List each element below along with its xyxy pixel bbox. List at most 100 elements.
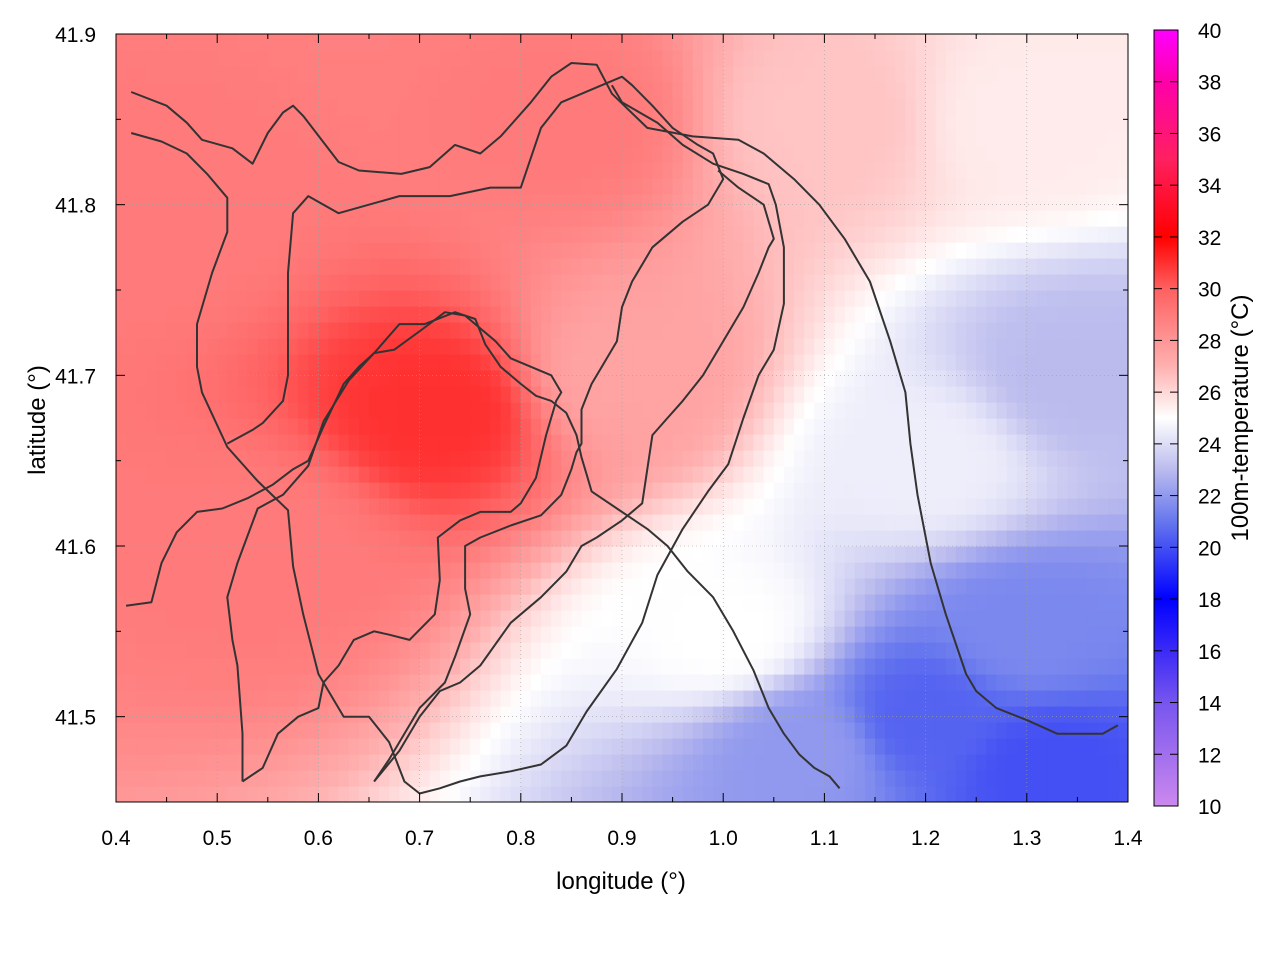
heatmap-cell [1016,626,1028,643]
heatmap-cell [500,306,512,323]
heatmap-cell [389,370,400,387]
heatmap-cell [156,690,168,707]
heatmap-cell [156,66,168,83]
heatmap-cell [288,82,299,99]
heatmap-cell [348,34,360,51]
heatmap-cell [1117,162,1128,179]
heatmap-cell [207,178,218,195]
heatmap-cell [864,82,876,99]
heatmap-cell [986,226,998,243]
heatmap-cell [348,242,360,259]
heatmap-cell [996,450,1008,467]
x-tick-label: 1.4 [1113,827,1143,850]
heatmap-cell [692,546,704,563]
heatmap-cell [854,242,866,259]
heatmap-cell [996,722,1008,739]
heatmap-cell [854,546,866,563]
heatmap-cell [1047,402,1058,419]
heatmap-cell [1047,114,1058,131]
heatmap-cell [277,34,289,51]
heatmap-cell [348,306,360,323]
heatmap-cell [530,178,542,195]
heatmap-cell [460,98,471,115]
heatmap-cell [399,386,411,403]
heatmap-cell [227,482,239,499]
heatmap-cell [814,530,825,547]
heatmap-cell [702,274,714,291]
heatmap-cell [672,98,684,115]
heatmap-cell [449,642,461,659]
heatmap-cell [369,770,380,787]
heatmap-cell [439,162,451,179]
heatmap-cell [885,562,896,579]
heatmap-cell [541,594,552,611]
heatmap-cell [632,402,643,419]
heatmap-cell [480,114,492,131]
heatmap-cell [632,146,643,163]
heatmap-cell [622,386,633,403]
heatmap-cell [723,402,734,419]
heatmap-cell [844,354,856,371]
heatmap-cell [976,482,987,499]
heatmap-cell [1067,130,1078,147]
heatmap-cell [1107,466,1119,483]
heatmap-cell [682,610,694,627]
heatmap-cell [753,562,765,579]
heatmap-cell [925,530,937,547]
heatmap-cell [986,482,998,499]
heatmap-cell [338,338,350,355]
heatmap-cell [682,194,694,211]
heatmap-cell [824,34,836,51]
heatmap-cell [763,418,775,435]
heatmap-cell [348,274,360,291]
heatmap-cell [419,578,431,595]
heatmap-cell [500,290,512,307]
heatmap-cell [1097,562,1109,579]
heatmap-cell [723,674,734,691]
heatmap-cell [895,258,906,275]
heatmap-cell [500,178,512,195]
heatmap-cell [753,226,765,243]
heatmap-cell [429,354,441,371]
heatmap-cell [176,50,188,67]
heatmap-cell [945,338,957,355]
heatmap-cell [541,690,552,707]
heatmap-cell [753,690,765,707]
heatmap-cell [399,498,411,515]
heatmap-cell [156,34,168,51]
heatmap-cell [986,594,998,611]
heatmap-cell [824,402,836,419]
heatmap-cell [1047,210,1058,227]
heatmap-cell [369,738,380,755]
heatmap-cell [794,594,805,611]
heatmap-cell [591,34,603,51]
heatmap-cell [824,50,836,67]
heatmap-cell [996,642,1008,659]
heatmap-cell [986,498,998,515]
heatmap-cell [1107,66,1119,83]
heatmap-cell [763,658,775,675]
heatmap-cell [642,274,653,291]
heatmap-cell [915,162,927,179]
heatmap-cell [541,98,552,115]
heatmap-cell [146,418,158,435]
heatmap-cell [541,466,552,483]
heatmap-cell [146,338,158,355]
heatmap-cell [561,178,572,195]
heatmap-cell [510,258,522,275]
heatmap-cell [864,610,876,627]
heatmap-cell [1117,578,1128,595]
heatmap-cell [753,322,765,339]
heatmap-cell [156,450,168,467]
heatmap-cell [976,370,987,387]
heatmap-cell [905,706,917,723]
heatmap-cell [632,546,643,563]
heatmap-cell [692,402,704,419]
heatmap-cell [702,738,714,755]
heatmap-cell [439,514,451,531]
heatmap-cell [399,34,411,51]
heatmap-cell [470,498,481,515]
heatmap-cell [1016,130,1028,147]
heatmap-cell [966,450,977,467]
heatmap-cell [632,290,643,307]
